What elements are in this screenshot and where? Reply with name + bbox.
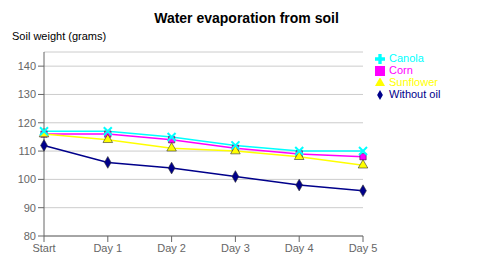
svg-text:100: 100 — [18, 173, 36, 185]
svg-text:Day 2: Day 2 — [157, 242, 186, 254]
svg-text:140: 140 — [18, 60, 36, 72]
svg-text:Start: Start — [32, 242, 55, 254]
svg-text:Day 4: Day 4 — [285, 242, 314, 254]
svg-text:130: 130 — [18, 88, 36, 100]
svg-text:Day 5: Day 5 — [349, 242, 378, 254]
html-text:Without oil: Without oil — [389, 88, 441, 101]
html-text:Water evaporation from soil: Water evaporation from soil — [154, 10, 339, 26]
svg-text:120: 120 — [18, 117, 36, 129]
html-text:Sunflower: Sunflower — [389, 76, 438, 89]
svg-text:80: 80 — [24, 230, 36, 242]
html-text:Canola: Canola — [389, 52, 424, 64]
svg-text:Day 3: Day 3 — [221, 242, 250, 254]
svg-text:110: 110 — [18, 145, 36, 157]
svg-text:Day 1: Day 1 — [93, 242, 122, 254]
svg-text:90: 90 — [24, 202, 36, 214]
html-text:Corn: Corn — [389, 64, 413, 77]
html-text:Soil weight (grams): Soil weight (grams) — [12, 30, 107, 42]
